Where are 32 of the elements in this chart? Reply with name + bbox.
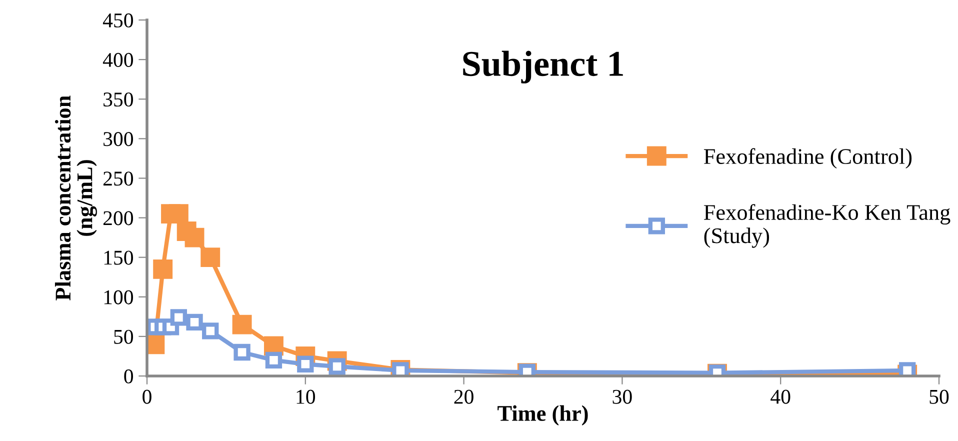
y-tick-label: 250 <box>103 172 134 186</box>
y-tick-label: 100 <box>104 290 134 304</box>
legend-label: Fexofenadine (Control) <box>704 148 912 169</box>
x-tick-label: 10 <box>296 390 316 404</box>
x-tick-label: 40 <box>770 390 790 404</box>
point <box>170 309 188 326</box>
x-tick-label: 20 <box>454 390 474 404</box>
y-tick-label: 50 <box>114 330 134 344</box>
point <box>265 352 282 369</box>
x-tick-label: 0 <box>142 390 152 404</box>
point <box>153 259 173 279</box>
y-tick-label: 150 <box>104 250 134 265</box>
point <box>200 248 220 268</box>
legend-label: Fexofenadine-Ko Ken Tang (Study) <box>704 204 950 248</box>
point <box>232 314 252 334</box>
point <box>328 358 346 375</box>
y-tick-label: 350 <box>104 92 134 107</box>
x-axis-title: Time (hr) <box>498 405 588 426</box>
y-tick-label: 300 <box>104 132 134 146</box>
x-tick-label: 50 <box>930 390 949 404</box>
point <box>186 314 203 331</box>
point <box>202 322 219 340</box>
y-tick-label: 200 <box>103 211 134 226</box>
y-tick-label: 0 <box>124 369 134 384</box>
y-tick-label: 400 <box>102 52 134 67</box>
y-tick-label: 450 <box>102 13 134 28</box>
y-axis-title: Plasma concentration (ng/mL) <box>54 96 97 300</box>
text: Subjenct 1 <box>463 50 623 84</box>
x-tick-label: 30 <box>612 390 632 404</box>
point <box>234 344 250 361</box>
point <box>184 228 204 248</box>
point <box>297 356 314 372</box>
